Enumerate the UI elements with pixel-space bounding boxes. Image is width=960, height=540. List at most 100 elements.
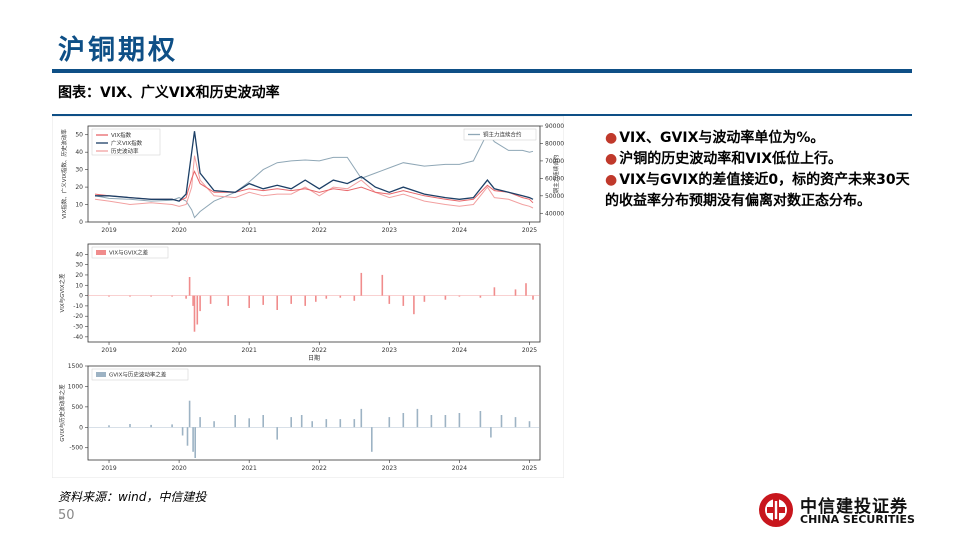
- diff-bar: [458, 295, 461, 297]
- plot-frame: [87, 125, 541, 223]
- diff-bar: [388, 295, 391, 304]
- bullet-text: VIX、GVIX与波动率单位为%。: [619, 130, 825, 146]
- y-tick-label: -30: [73, 324, 83, 331]
- y-tick-label: 40: [75, 149, 83, 156]
- legend-label: 铜主力连续合约: [483, 131, 522, 139]
- legend-label: VIX指数: [111, 131, 132, 139]
- plot-frame: [87, 243, 541, 343]
- diff-bar: [514, 417, 517, 428]
- x-tick-label: 2025: [522, 347, 537, 354]
- x-tick-label: 2020: [171, 227, 186, 234]
- x-tick-label: 2019: [101, 465, 116, 472]
- x-tick-label: 2019: [101, 347, 116, 354]
- series-line-1: [95, 131, 534, 202]
- x-tick-label: 2023: [382, 227, 397, 234]
- diff-bar: [171, 424, 173, 428]
- y-tick-label: 10: [75, 202, 83, 209]
- x-tick-label: 2025: [522, 465, 537, 472]
- y-axis-label-left: VIX指数、广义VIX指数、历史波动率: [60, 129, 68, 219]
- diff-bar: [528, 421, 531, 428]
- bullet-list: ● VIX、GVIX与波动率单位为%。 ● 沪铜的历史波动率和VIX低位上行。 ● V…: [605, 128, 915, 212]
- diff-bar: [276, 295, 278, 310]
- diff-bar: [213, 421, 215, 428]
- y-tick-label: -40: [73, 334, 83, 341]
- y-tick-label: 30: [75, 167, 83, 174]
- diff-bar: [339, 295, 342, 298]
- diff-bar: [311, 421, 313, 428]
- diff-bar: [353, 419, 356, 428]
- y-right-tick-label: 60000: [545, 175, 564, 182]
- x-axis-label: 日期: [308, 354, 320, 362]
- y-tick-label: 1000: [68, 383, 83, 390]
- diff-bar: [227, 295, 229, 306]
- bullet-text: VIX与GVIX的差值接近0，标的资产未来30天的收益率分布预期没有偏离对数正态…: [605, 172, 910, 209]
- diff-bar: [514, 289, 517, 296]
- diff-bar: [193, 295, 196, 332]
- y-right-tick-label: 70000: [545, 158, 564, 165]
- diff-bar: [108, 295, 110, 297]
- y-right-tick-label: 80000: [545, 140, 564, 147]
- diff-bar: [325, 419, 328, 428]
- page-title: 沪铜期权: [58, 35, 178, 66]
- panel-gvix-hv-diff: 2019 2020 2021 2022 2023 2024 2025 -500 0 500 1000…: [58, 363, 541, 472]
- x-tick-label: 2023: [382, 347, 397, 354]
- diff-bar: [315, 295, 317, 302]
- diff-bar: [171, 295, 173, 297]
- diff-bar: [525, 283, 527, 296]
- y-tick-label: 0: [79, 219, 83, 226]
- diff-bar: [248, 418, 250, 428]
- legend-box-right: [463, 128, 537, 141]
- y-tick-label: 50: [75, 132, 83, 139]
- diff-bar: [444, 295, 447, 300]
- diff-bar: [300, 415, 303, 428]
- diff-bar: [248, 295, 250, 308]
- diff-bar: [276, 427, 278, 440]
- y-axis-label-right: 铜主力连续合约: [552, 154, 560, 193]
- diff-bar: [192, 295, 194, 306]
- diff-bar: [108, 425, 110, 428]
- diff-bar: [360, 272, 363, 296]
- diff-bar: [479, 295, 482, 298]
- diff-bar: [181, 427, 184, 436]
- x-tick-label: 2021: [242, 465, 257, 472]
- chart-panels: 2019 2020 2021 2022 2023 2024 2025 0 10 20 30 40 50 4…: [52, 116, 564, 478]
- x-tick-label: 2025: [522, 227, 537, 234]
- diff-bar: [360, 408, 363, 428]
- x-tick-label: 2020: [171, 465, 186, 472]
- y-tick-label: -20: [73, 313, 83, 320]
- logo-name-en: CHINA SECURITIES: [800, 513, 915, 526]
- y-right-tick-label: 90000: [545, 123, 564, 130]
- y-right-tick-label: 40000: [545, 210, 564, 217]
- diff-bar: [194, 427, 196, 458]
- logo-name-cn: 中信建投证券: [800, 497, 908, 517]
- diff-bar: [209, 295, 212, 304]
- diff-bar: [325, 295, 328, 299]
- legend-label: 广义VIX指数: [111, 139, 143, 147]
- bullet-dot-icon: ●: [605, 172, 618, 188]
- legend-swatch: [96, 372, 106, 377]
- legend-label: GVIX与历史波动率之差: [109, 371, 167, 379]
- diff-bar: [150, 295, 152, 297]
- diff-bar: [500, 415, 503, 428]
- diff-bar: [353, 295, 356, 301]
- diff-bar: [430, 415, 433, 428]
- diff-bar: [493, 287, 496, 296]
- diff-bar: [262, 415, 264, 428]
- y-tick-label: 30: [75, 262, 83, 269]
- y-tick-label: 10: [75, 282, 83, 289]
- diff-bar: [192, 427, 194, 452]
- y-tick-label: 500: [72, 404, 84, 411]
- diff-bar: [199, 417, 201, 428]
- source-note: 资料来源：wind，中信建投: [58, 490, 207, 504]
- diff-bar: [532, 295, 534, 300]
- diff-bar: [479, 411, 482, 428]
- x-tick-label: 2024: [452, 465, 467, 472]
- diff-bar: [381, 274, 384, 296]
- heading-rule: [52, 114, 912, 116]
- diff-bar: [458, 413, 461, 428]
- diff-bar: [188, 277, 191, 296]
- bullet-text: 沪铜的历史波动率和VIX低位上行。: [619, 151, 843, 167]
- diff-bar: [416, 408, 419, 428]
- diff-bar: [150, 424, 152, 428]
- bullet-item-distribution: ● VIX与GVIX的差值接近0，标的资产未来30天的收益率分布预期没有偏离对数正…: [605, 170, 915, 212]
